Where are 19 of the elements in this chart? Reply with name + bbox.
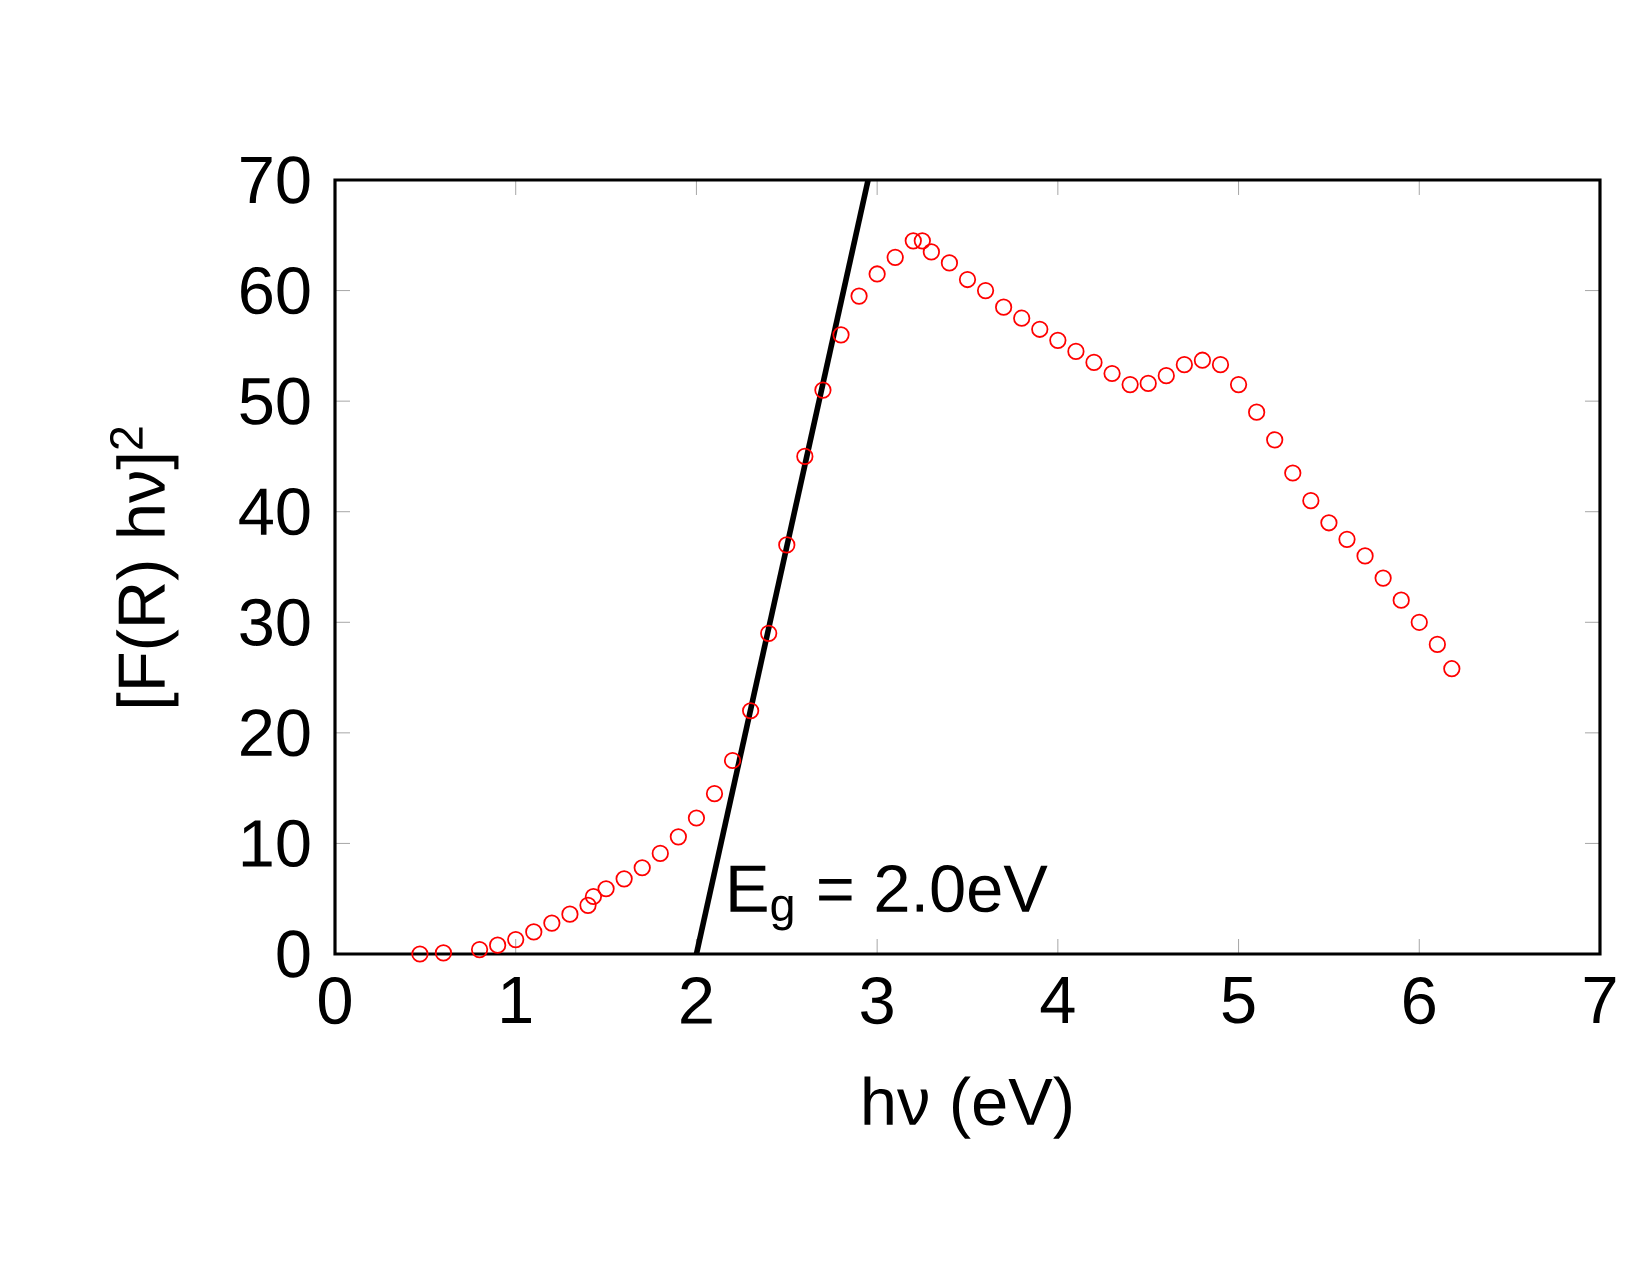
y-tick-label: 30 — [240, 598, 310, 646]
x-tick-label: 1 — [502, 976, 531, 1023]
y-tick-label: 70 — [241, 156, 310, 204]
x-tick-label: 4 — [1040, 976, 1075, 1023]
x-tick-label: 0 — [319, 976, 351, 1025]
y-tick-label: 10 — [242, 819, 310, 868]
y-tick-label: 20 — [241, 709, 310, 757]
y-tick-label: 0 — [277, 930, 310, 978]
x-tick-label: 7 — [1584, 976, 1616, 1023]
y-axis-title: [F(R) hν]$^{2}$ — [109, 427, 179, 706]
x-tick-label: 2 — [681, 976, 712, 1024]
x-tick-label: 5 — [1222, 976, 1255, 1024]
x-tick-label: 6 — [1404, 976, 1435, 1025]
x-tick-label: 3 — [861, 976, 893, 1025]
y-tick-label: 50 — [240, 377, 310, 425]
y-tick-label: 40 — [239, 488, 310, 536]
x-axis-title: hν (eV) — [864, 1076, 1071, 1139]
y-tick-label: 60 — [241, 266, 310, 315]
annotation: E$_{g}$ = 2.0eV — [730, 864, 1048, 931]
